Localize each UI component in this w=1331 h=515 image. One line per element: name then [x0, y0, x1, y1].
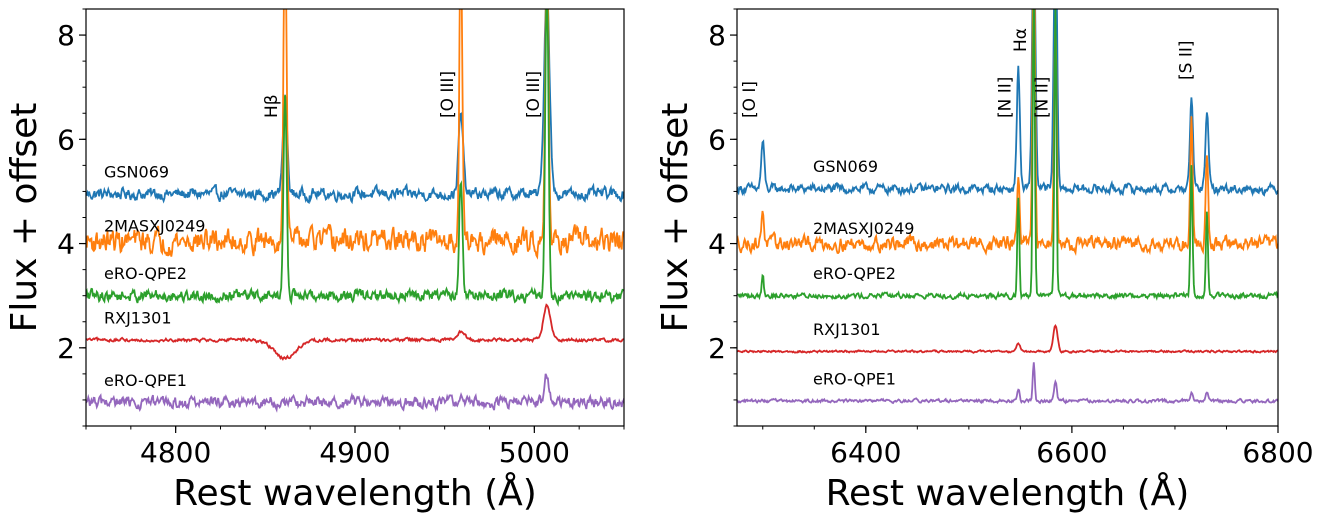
series-label-2masxj0249: 2MASXJ0249: [813, 219, 914, 238]
x-axis-title: Rest wavelength (Å): [173, 471, 537, 514]
y-tick-label: 6: [708, 123, 726, 156]
series-line-ero-qpe1: [737, 362, 1278, 405]
series-label-2masxj0249: 2MASXJ0249: [104, 217, 205, 236]
x-tick-label: 4800: [140, 436, 211, 469]
x-tick-label: 5000: [499, 436, 570, 469]
x-axis-title: Rest wavelength (Å): [826, 471, 1190, 514]
series-line-rxj1301: [86, 303, 624, 361]
emission-line-label: [O III]: [438, 71, 458, 118]
series-line-ero-qpe1: [86, 373, 624, 413]
series-label-ero-qpe2: eRO-QPE2: [813, 264, 896, 283]
series-line-gsn069: [737, 9, 1278, 198]
x-tick-label: 6600: [1036, 436, 1107, 469]
y-axis-title: Flux + offset: [4, 103, 45, 333]
y-tick-label: 2: [708, 332, 726, 365]
series-line-2masxj0249: [86, 9, 624, 260]
emission-line-label: [O III]: [524, 71, 544, 118]
emission-line-label: [S II]: [1177, 41, 1197, 81]
emission-line-label: [N II]: [1032, 77, 1052, 118]
y-axis-title: Flux + offset: [655, 103, 696, 333]
emission-line-label: Hα: [1011, 28, 1031, 52]
emission-line-label: [N II]: [995, 77, 1015, 118]
series-label-rxj1301: RXJ1301: [813, 320, 881, 339]
emission-line-label: Hβ: [262, 94, 282, 118]
series-label-ero-qpe1: eRO-QPE1: [104, 371, 187, 390]
series-label-ero-qpe2: eRO-QPE2: [104, 264, 187, 283]
y-tick-label: 8: [708, 19, 726, 52]
x-tick-label: 6400: [830, 436, 901, 469]
series-line-rxj1301: [737, 324, 1278, 354]
x-tick-label: 4900: [319, 436, 390, 469]
series-line-ero-qpe2: [737, 9, 1278, 301]
series-label-rxj1301: RXJ1301: [104, 308, 172, 327]
y-tick-label: 2: [57, 332, 75, 365]
y-tick-label: 4: [57, 228, 75, 261]
y-tick-label: 8: [57, 19, 75, 52]
series-label-ero-qpe1: eRO-QPE1: [813, 369, 896, 388]
series-line-ero-qpe2: [86, 9, 624, 307]
series-line-gsn069: [86, 9, 624, 205]
panel-hbeta-oiii: GSN069 2MASXJ0249 eRO-QPE2 RXJ1301 eRO-QPE1 H…: [4, 8, 625, 514]
series-label-gsn069: GSN069: [813, 157, 878, 176]
y-tick-label: 6: [57, 123, 75, 156]
panel-halpha-nii-sii: GSN069 2MASXJ0249 eRO-QPE2 RXJ1301 eRO-QPE1 […: [655, 8, 1314, 514]
series-label-gsn069: GSN069: [104, 162, 169, 181]
plot-frame: [736, 8, 1279, 427]
y-tick-label: 4: [708, 228, 726, 261]
emission-line-label: [O I]: [740, 81, 760, 118]
x-tick-label: 6800: [1242, 436, 1313, 469]
series-line-2masxj0249: [737, 9, 1278, 256]
